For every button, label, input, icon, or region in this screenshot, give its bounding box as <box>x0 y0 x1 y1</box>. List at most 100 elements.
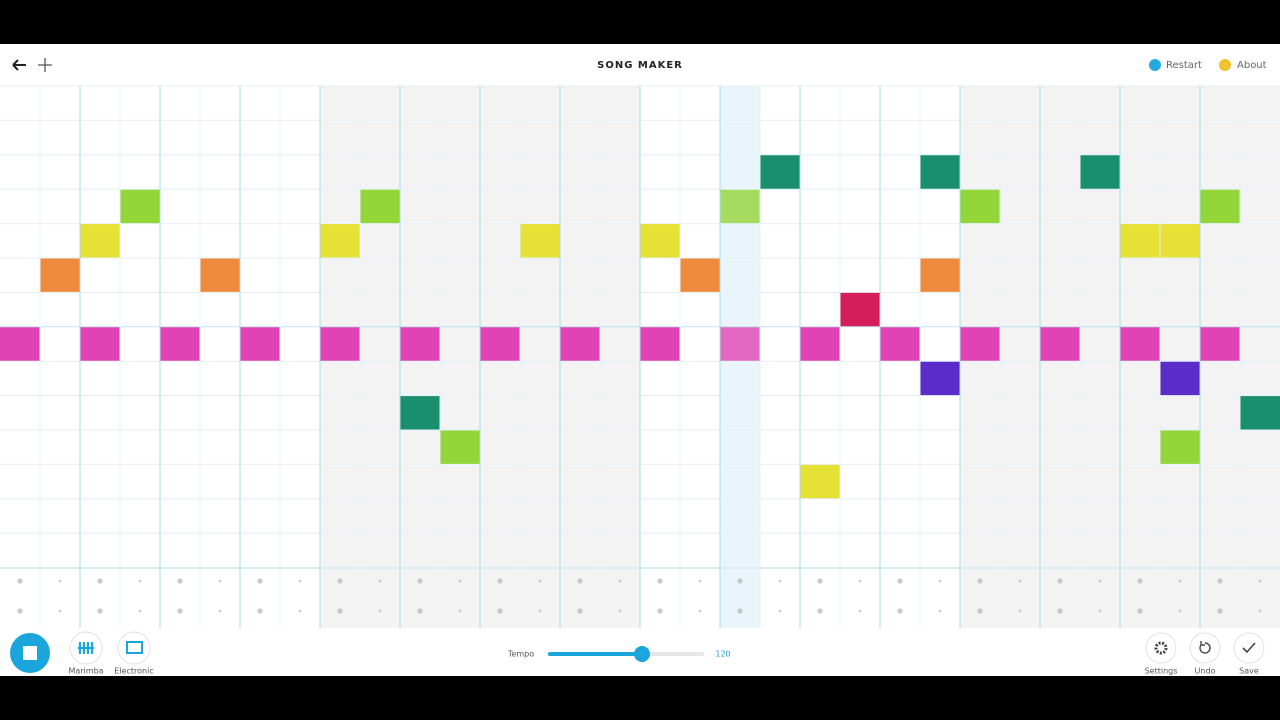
percussion-dot <box>298 579 302 583</box>
note <box>1160 430 1200 465</box>
percussion-dot <box>657 578 663 584</box>
note <box>920 154 960 190</box>
tempo-knob[interactable] <box>634 646 650 662</box>
percussion-dot <box>1258 609 1262 613</box>
percussion-dot <box>1057 578 1063 584</box>
note <box>360 189 400 224</box>
percussion-dot <box>538 579 542 583</box>
percussion-dot <box>497 578 503 584</box>
percussion-dot <box>218 579 222 583</box>
percussion-dot <box>538 609 542 613</box>
about-link[interactable]: About <box>1237 60 1267 71</box>
percussion-dot <box>298 609 302 613</box>
back-button[interactable] <box>12 59 26 71</box>
note <box>200 258 240 293</box>
percussion-dot <box>778 609 782 613</box>
note <box>320 223 360 258</box>
move-icon[interactable] <box>38 58 52 72</box>
note <box>800 326 840 362</box>
percussion-dot <box>458 579 462 583</box>
percussion-dot <box>1098 579 1102 583</box>
note <box>1200 326 1240 362</box>
undo-button[interactable] <box>1189 632 1221 664</box>
percussion-dot <box>58 609 62 613</box>
note <box>1120 326 1160 362</box>
note <box>0 326 40 362</box>
note <box>960 189 1000 224</box>
save-icon <box>1242 642 1256 654</box>
note <box>800 464 840 499</box>
action-label: Undo <box>1195 667 1216 676</box>
percussion-dot <box>17 608 23 614</box>
note <box>40 258 80 293</box>
instrument-label: Marimba <box>68 667 103 676</box>
percussion-dot <box>938 609 942 613</box>
percussion-dot <box>417 608 423 614</box>
note <box>920 361 960 396</box>
note-grid[interactable] <box>0 85 1280 628</box>
percussion-dot <box>218 609 222 613</box>
percussion-dot <box>97 608 103 614</box>
tempo-label: Tempo <box>507 650 534 659</box>
note <box>880 326 920 362</box>
percussion-dot <box>378 579 382 583</box>
percussion-dot <box>1057 608 1063 614</box>
percussion-dot <box>737 608 743 614</box>
note <box>680 258 720 293</box>
percussion-dot <box>698 579 702 583</box>
action-label: Settings <box>1145 667 1178 676</box>
note <box>640 223 680 258</box>
note <box>1160 223 1200 258</box>
percussion-dot <box>337 608 343 614</box>
percussion-dot <box>817 608 823 614</box>
note <box>960 326 1000 362</box>
percussion-dot <box>817 578 823 584</box>
percussion-dot <box>737 578 743 584</box>
note <box>720 189 760 224</box>
percussion-dot <box>257 608 263 614</box>
percussion-dot <box>1137 608 1143 614</box>
percussion-dot <box>698 609 702 613</box>
settings-button[interactable] <box>1145 632 1177 664</box>
percussion-dot <box>177 578 183 584</box>
percussion-dot <box>577 608 583 614</box>
restart-link[interactable]: Restart <box>1166 60 1202 71</box>
note <box>920 258 960 293</box>
note <box>240 326 280 362</box>
percussion-dot <box>1098 609 1102 613</box>
restart-icon[interactable] <box>1149 59 1161 71</box>
note <box>400 326 440 362</box>
percussion-dot <box>458 609 462 613</box>
note <box>320 326 360 362</box>
percussion-dot <box>1217 578 1223 584</box>
percussion-dot <box>897 578 903 584</box>
note <box>840 292 880 327</box>
percussion-dot <box>417 578 423 584</box>
percussion-dot <box>1258 579 1262 583</box>
percussion-dot <box>497 608 503 614</box>
percussion-dot <box>977 608 983 614</box>
note <box>160 326 200 362</box>
percussion-dot <box>378 609 382 613</box>
note <box>1160 361 1200 396</box>
percussion-dot <box>97 578 103 584</box>
about-icon[interactable] <box>1219 59 1231 71</box>
percussion-dot <box>618 579 622 583</box>
percussion-dot <box>577 578 583 584</box>
percussion-dot <box>618 609 622 613</box>
electronic-button[interactable] <box>117 631 151 665</box>
stop-icon <box>23 646 37 660</box>
save-button[interactable] <box>1233 632 1265 664</box>
note <box>1200 189 1240 224</box>
percussion-dot <box>1178 609 1182 613</box>
note <box>560 326 600 362</box>
percussion-dot <box>257 578 263 584</box>
tempo-value: 120 <box>715 650 730 659</box>
percussion-dot <box>337 578 343 584</box>
percussion-dot <box>138 579 142 583</box>
note <box>760 154 800 190</box>
note <box>720 326 760 362</box>
electronic-icon <box>126 641 143 654</box>
note <box>640 326 680 362</box>
